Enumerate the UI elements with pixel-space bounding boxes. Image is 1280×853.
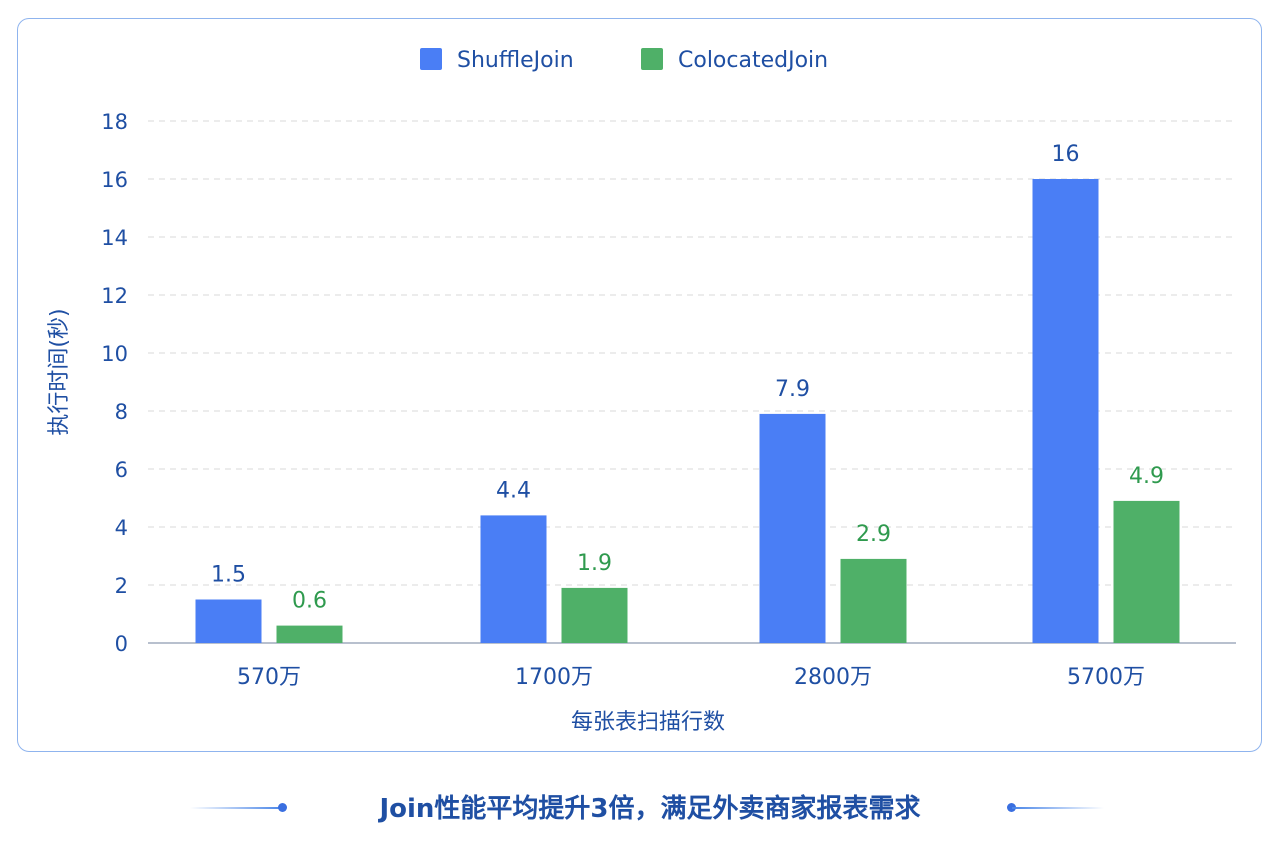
data-label-shufflejoin-2: 7.9 bbox=[775, 377, 810, 402]
y-tick-label: 8 bbox=[115, 400, 128, 424]
bar-shufflejoin-3 bbox=[1032, 179, 1099, 643]
footer-caption: Join性能平均提升3倍，满足外卖商家报表需求 bbox=[0, 780, 1280, 836]
bar-chart: 0 2 4 6 8 10 12 14 16 18 1.5 0.6 570万 4.4 1.9 1700万 7.9 2… bbox=[47, 48, 1236, 735]
y-tick-label: 0 bbox=[115, 632, 128, 656]
x-tick-label: 1700万 bbox=[515, 665, 593, 690]
y-tick-label: 2 bbox=[115, 574, 128, 598]
x-tick-label: 2800万 bbox=[794, 665, 872, 690]
y-tick-label: 6 bbox=[115, 458, 128, 482]
caption-right-line bbox=[1012, 807, 1104, 809]
data-label-shufflejoin-3: 16 bbox=[1052, 142, 1080, 167]
y-tick-label: 18 bbox=[101, 110, 128, 134]
x-tick-label: 570万 bbox=[237, 665, 301, 690]
caption-left-dot bbox=[278, 803, 287, 812]
data-label-colocatedjoin-3: 4.9 bbox=[1129, 464, 1164, 489]
caption-left-line bbox=[190, 807, 282, 809]
legend-label-colocatedjoin: ColocatedJoin bbox=[678, 48, 828, 73]
data-label-shufflejoin-1: 4.4 bbox=[496, 478, 531, 503]
legend-label-shufflejoin: ShuffleJoin bbox=[457, 48, 574, 73]
bar-shufflejoin-2 bbox=[759, 413, 826, 643]
data-label-shufflejoin-0: 1.5 bbox=[211, 563, 246, 588]
y-axis-title: 执行时间(秒) bbox=[47, 308, 72, 435]
legend-swatch-colocatedjoin bbox=[641, 48, 663, 70]
data-label-colocatedjoin-2: 2.9 bbox=[856, 522, 891, 547]
x-tick-label: 5700万 bbox=[1067, 665, 1145, 690]
bar-colocatedjoin-3 bbox=[1113, 500, 1180, 643]
caption-text: Join性能平均提升3倍，满足外卖商家报表需求 bbox=[379, 794, 921, 824]
bar-shufflejoin-0 bbox=[195, 599, 262, 643]
x-axis-title: 每张表扫描行数 bbox=[571, 710, 725, 735]
y-tick-label: 4 bbox=[115, 516, 128, 540]
y-tick-label: 14 bbox=[101, 226, 128, 250]
y-tick-label: 12 bbox=[101, 284, 128, 308]
bar-colocatedjoin-0 bbox=[276, 625, 343, 643]
bar-colocatedjoin-2 bbox=[840, 558, 907, 643]
caption-right-dot bbox=[1007, 803, 1016, 812]
bar-colocatedjoin-1 bbox=[561, 587, 628, 643]
data-label-colocatedjoin-0: 0.6 bbox=[292, 589, 327, 614]
bar-shufflejoin-1 bbox=[480, 515, 547, 643]
legend-swatch-shufflejoin bbox=[420, 48, 442, 70]
y-tick-label: 10 bbox=[101, 342, 128, 366]
data-label-colocatedjoin-1: 1.9 bbox=[577, 551, 612, 576]
y-tick-label: 16 bbox=[101, 168, 128, 192]
